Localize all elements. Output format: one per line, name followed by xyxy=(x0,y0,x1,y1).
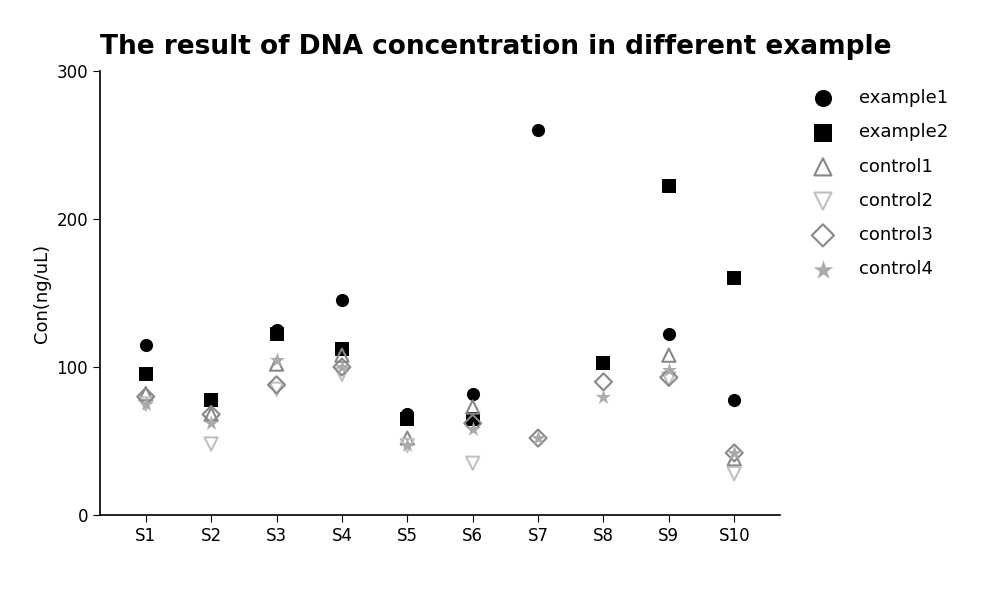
example1 xyxy=(138,340,154,349)
control1 xyxy=(399,433,415,443)
example2 xyxy=(203,395,219,404)
control4 xyxy=(399,440,415,450)
example2 xyxy=(726,274,742,283)
control1 xyxy=(726,454,742,464)
control1 xyxy=(203,410,219,419)
control4 xyxy=(138,399,154,408)
control3 xyxy=(465,419,481,428)
example2 xyxy=(465,414,481,424)
control3 xyxy=(203,410,219,419)
example1 xyxy=(269,325,285,334)
example1 xyxy=(203,395,219,404)
control1 xyxy=(269,359,285,369)
control4 xyxy=(595,392,611,401)
control3 xyxy=(661,373,677,382)
control2 xyxy=(465,458,481,468)
example1 xyxy=(595,358,611,367)
control4 xyxy=(334,362,350,372)
control2 xyxy=(334,369,350,379)
control3 xyxy=(334,362,350,372)
control4 xyxy=(661,365,677,375)
control4 xyxy=(530,433,546,443)
example1 xyxy=(530,126,546,135)
control1 xyxy=(334,350,350,360)
example2 xyxy=(334,345,350,354)
example2 xyxy=(269,330,285,339)
control2 xyxy=(661,374,677,384)
control3 xyxy=(595,377,611,387)
control4 xyxy=(203,419,219,428)
example1 xyxy=(661,330,677,339)
control2 xyxy=(269,385,285,394)
control3 xyxy=(530,433,546,443)
Text: The result of DNA concentration in different example: The result of DNA concentration in diffe… xyxy=(100,34,892,60)
control4 xyxy=(726,448,742,458)
example1 xyxy=(399,410,415,419)
control4 xyxy=(465,424,481,434)
Y-axis label: Con(ng/uL): Con(ng/uL) xyxy=(33,243,51,343)
control2 xyxy=(203,439,219,449)
example1 xyxy=(726,395,742,404)
control3 xyxy=(726,448,742,458)
control1 xyxy=(138,389,154,398)
control2 xyxy=(726,469,742,478)
control2 xyxy=(138,399,154,408)
control1 xyxy=(661,350,677,360)
Legend: example1, example2, control1, control2, control3, control4: example1, example2, control1, control2, … xyxy=(796,80,957,287)
example1 xyxy=(334,295,350,305)
control1 xyxy=(465,403,481,412)
control4 xyxy=(269,355,285,364)
example2 xyxy=(661,182,677,191)
control2 xyxy=(399,440,415,450)
example2 xyxy=(399,414,415,424)
example2 xyxy=(138,369,154,379)
control3 xyxy=(138,392,154,401)
example2 xyxy=(595,358,611,367)
example1 xyxy=(465,389,481,398)
control3 xyxy=(269,380,285,390)
